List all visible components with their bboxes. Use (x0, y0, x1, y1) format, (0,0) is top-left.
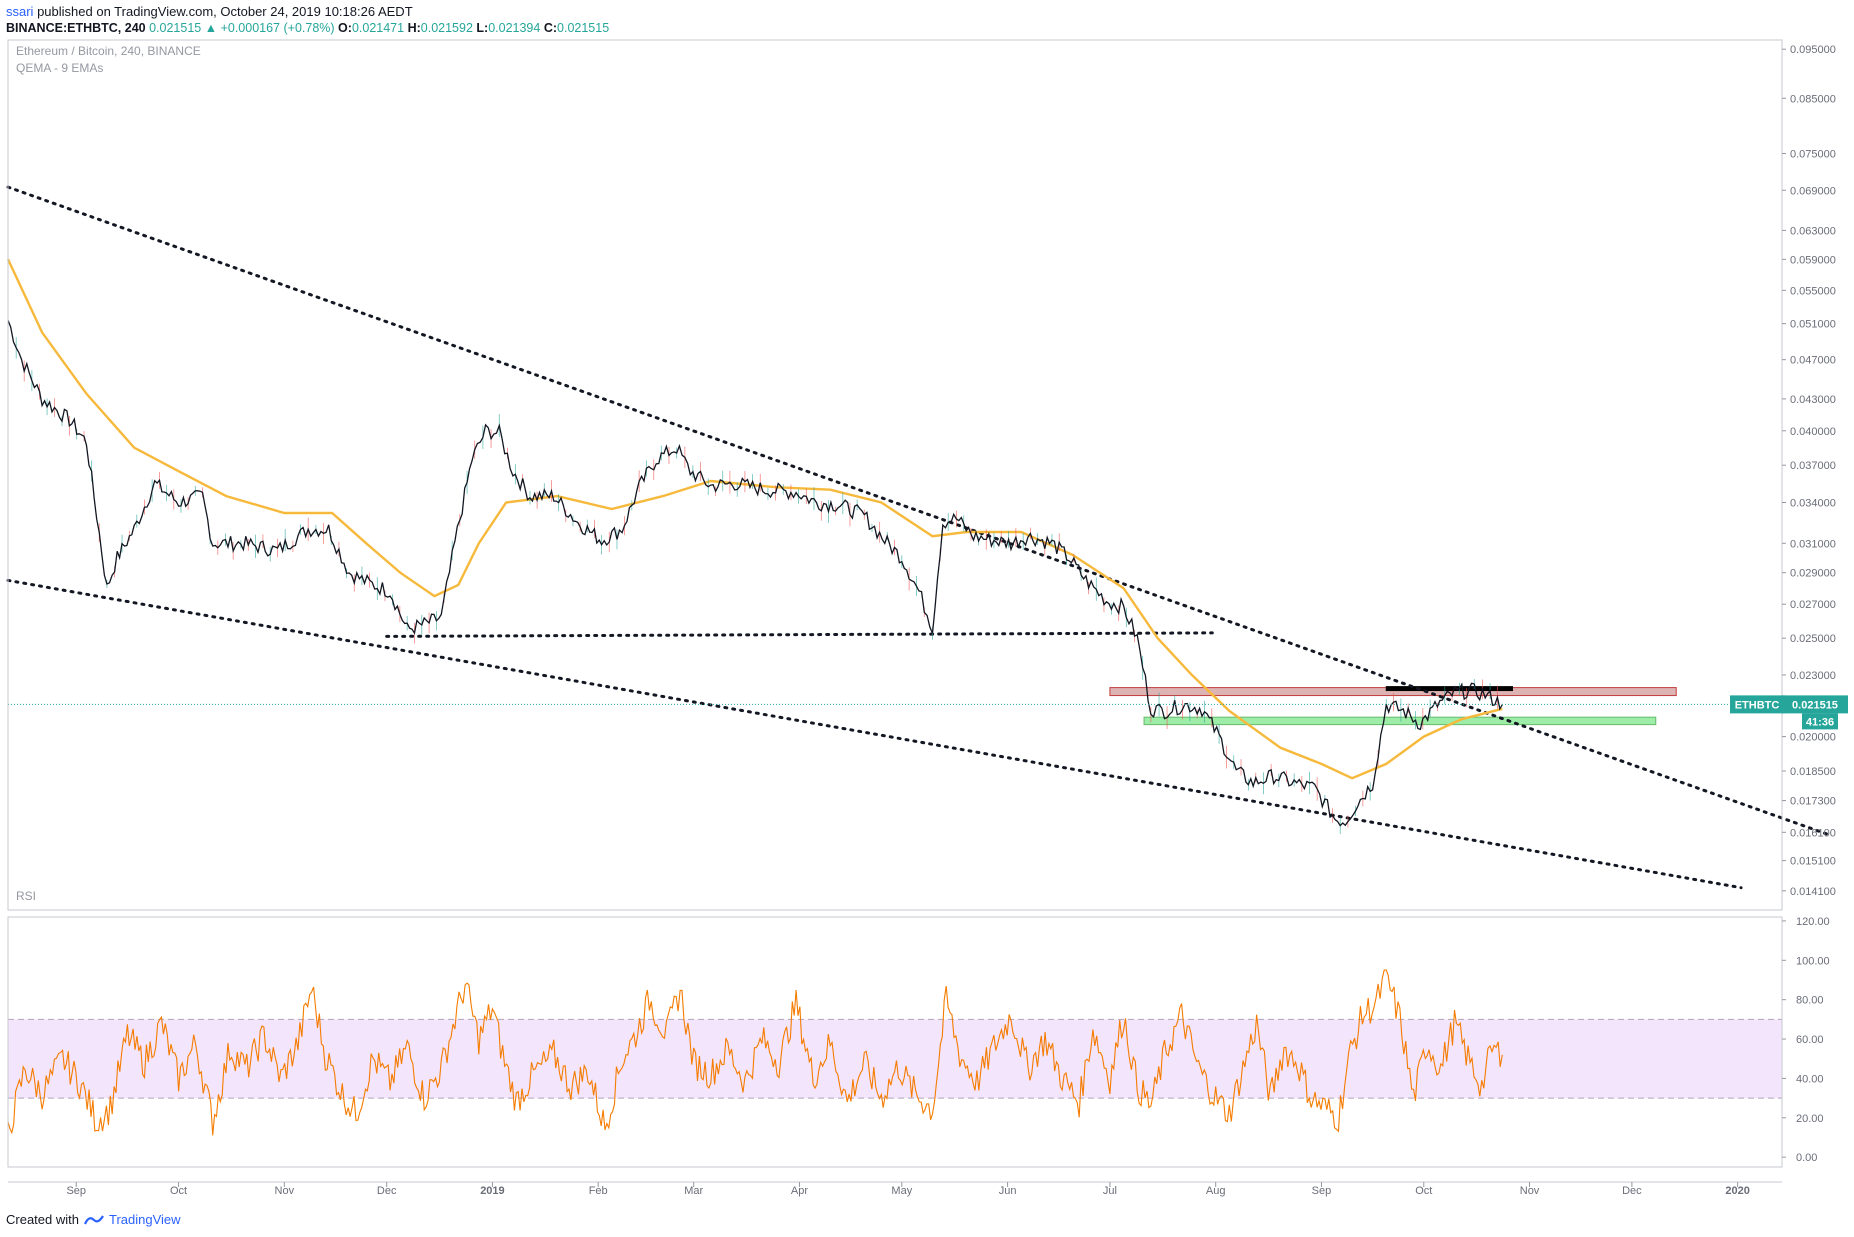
time-tick-label: 2020 (1725, 1185, 1749, 1197)
indicator-legend: QEMA - 9 EMAs (16, 61, 104, 75)
price-tick-label: 0.034000 (1790, 498, 1836, 510)
open-label: O: (338, 21, 352, 35)
rsi-panel-frame (7, 916, 1783, 1168)
price-line[interactable] (7, 320, 1503, 827)
lower-channel-line[interactable] (6, 578, 1743, 890)
ema-line[interactable] (6, 258, 1503, 780)
last-price-tag: 0.021515 (1792, 699, 1838, 711)
close-label: C: (543, 21, 558, 35)
price-tick-label: 0.015100 (1790, 856, 1836, 868)
publish-info: ssari published on TradingView.com, Octo… (6, 4, 413, 19)
price-tick-label: 0.020000 (1790, 732, 1836, 744)
time-tick-label: Aug (1206, 1185, 1226, 1197)
tradingview-brand[interactable]: TradingView (108, 1212, 181, 1227)
low-value: 0.021394 (488, 21, 541, 35)
price-tick-label: 0.018500 (1790, 766, 1836, 778)
time-tick-label: Nov (1520, 1185, 1540, 1197)
axes: 0.095000 0.085000 0.075000 0.069000 0.063000… (7, 39, 1848, 1197)
price-change: +0.000167 (+0.78%) (220, 21, 335, 35)
horizontal-support-line[interactable] (385, 631, 1214, 638)
price-tick-label: 0.027000 (1790, 599, 1836, 611)
time-tick-label: Apr (791, 1185, 808, 1197)
time-tick-label: May (891, 1185, 912, 1197)
rsi-tick-label: 100.00 (1796, 955, 1830, 967)
support-zone[interactable] (1143, 716, 1657, 726)
up-arrow-icon: ▲ (204, 21, 218, 35)
chart-title-legend: Ethereum / Bitcoin, 240, BINANCE (16, 44, 201, 58)
price-panel-frame (7, 39, 1783, 911)
time-tick-label: Oct (1415, 1185, 1432, 1197)
time-tick-label: Sep (66, 1185, 86, 1197)
time-tick-label: Dec (377, 1185, 397, 1197)
price-tick-label: 0.014100 (1790, 886, 1836, 898)
price-tick-label: 0.047000 (1790, 355, 1836, 367)
price-tick-label: 0.069000 (1790, 185, 1836, 197)
price-tick-label: 0.043000 (1790, 394, 1836, 406)
price-tick-label: 0.029000 (1790, 568, 1836, 580)
time-tick-label: Sep (1312, 1185, 1332, 1197)
price-tick-label: 0.025000 (1790, 633, 1836, 645)
rsi-tick-label: 120.00 (1796, 916, 1830, 928)
time-tick-label: Dec (1622, 1185, 1642, 1197)
rsi-legend: RSI (16, 889, 37, 903)
price-tick-label: 0.059000 (1790, 254, 1836, 266)
price-tick-label: 0.063000 (1790, 225, 1836, 237)
time-tick-label: Mar (684, 1185, 703, 1197)
close-value: 0.021515 (557, 21, 610, 35)
rsi-tick-label: 80.00 (1796, 995, 1824, 1007)
time-tick-label: 2019 (480, 1185, 504, 1197)
rsi-tick-label: 40.00 (1796, 1073, 1824, 1085)
price-tick-label: 0.017300 (1790, 796, 1836, 808)
rsi-tick-label: 0.00 (1796, 1152, 1817, 1164)
rsi-tick-label: 60.00 (1796, 1034, 1824, 1046)
rsi-panel[interactable] (7, 969, 1782, 1136)
time-tick-label: Jul (1103, 1185, 1117, 1197)
rsi-tick-label: 20.00 (1796, 1113, 1824, 1125)
high-label: H: (407, 21, 421, 35)
time-tick-label: Jun (999, 1185, 1017, 1197)
published-text: published on TradingView.com, October 24… (37, 4, 413, 19)
price-tick-label: 0.023000 (1790, 670, 1836, 682)
time-tick-label: Nov (275, 1185, 295, 1197)
price-panel[interactable] (6, 185, 1832, 890)
price-tick-label: 0.051000 (1790, 319, 1836, 331)
price-tick-label: 0.037000 (1790, 460, 1836, 472)
symbol-tag: ETHBTC (1735, 699, 1780, 711)
upper-channel-line[interactable] (6, 185, 1832, 837)
last-price-tag-bg (1782, 695, 1848, 714)
created-with-text: Created with (6, 1212, 79, 1227)
price-tick-label: 0.055000 (1790, 285, 1836, 297)
low-label: L: (476, 21, 489, 35)
price-tick-label: 0.031000 (1790, 538, 1836, 550)
open-value: 0.021471 (351, 21, 405, 35)
publisher-name[interactable]: ssari (6, 4, 34, 19)
symbol-info: BINANCE:ETHBTC, 240 0.021515 ▲ +0.000167… (6, 21, 609, 35)
rsi-line[interactable] (7, 969, 1503, 1136)
time-tick-label: Oct (170, 1185, 187, 1197)
price-tick-label: 0.085000 (1790, 93, 1836, 105)
countdown-tag-bg (1802, 713, 1838, 730)
time-tick-label: Feb (589, 1185, 608, 1197)
top-bar[interactable] (1385, 686, 1513, 692)
price-tick-label: 0.040000 (1790, 426, 1836, 438)
high-value: 0.021592 (420, 21, 473, 35)
symbol-tag-bg (1730, 695, 1785, 714)
price-tick-label: 0.075000 (1790, 148, 1836, 160)
last-price: 0.021515 (149, 21, 202, 35)
tradingview-logo-icon (83, 1214, 104, 1224)
footer: Created with TradingView (6, 1212, 181, 1227)
rsi-band (8, 1019, 1782, 1099)
symbol-label: BINANCE:ETHBTC, 240 (6, 21, 146, 35)
price-tick-label: 0.095000 (1790, 44, 1836, 56)
price-tick-label: 0.016100 (1790, 827, 1836, 839)
countdown-tag: 41:36 (1806, 716, 1834, 728)
